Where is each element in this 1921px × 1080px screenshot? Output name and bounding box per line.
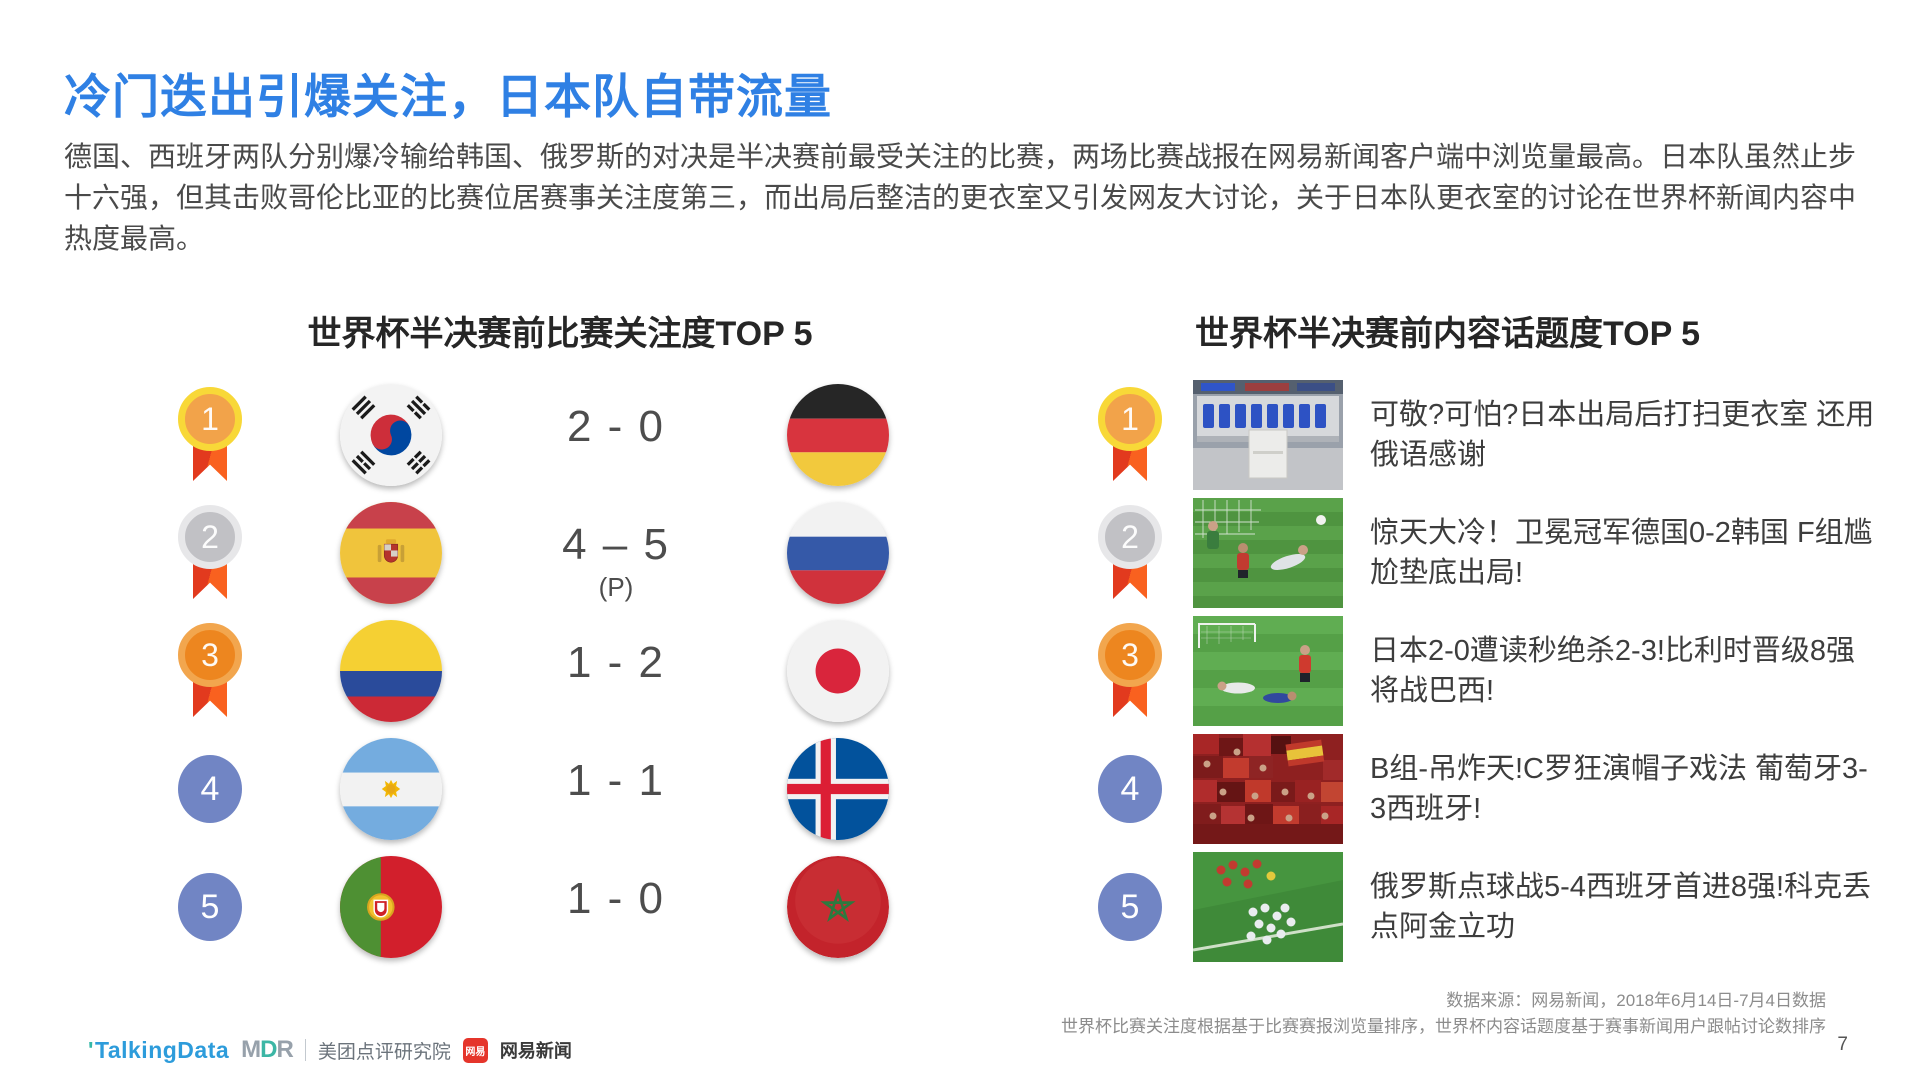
silver-medal-icon: 2 xyxy=(1098,505,1162,605)
flag-south-korea-icon xyxy=(340,384,442,486)
flag-germany-icon xyxy=(787,384,889,486)
rank-number: 2 xyxy=(201,518,219,555)
match-score: 2 - 0 xyxy=(566,402,666,451)
page-number: 7 xyxy=(1837,1034,1848,1055)
flag-japan-icon xyxy=(787,620,889,722)
content-topic-list: 1 可敬?可怕?日本出局后打扫更衣室 还用俄语感谢 2 xyxy=(1090,376,1890,966)
flag-argentina-icon xyxy=(340,738,442,840)
topic-row-5: 5 俄罗斯点球战5-4西班牙首进8强!科克丢点阿金立功 xyxy=(1090,848,1890,966)
bronze-medal-icon: 3 xyxy=(178,623,242,723)
score-note: (P) xyxy=(598,572,634,602)
rank-4-badge: 4 xyxy=(1098,755,1162,823)
netease-news-logo: 网易新闻 xyxy=(499,1041,572,1061)
rank-number: 3 xyxy=(1121,636,1139,673)
match-row-3: 3 1 - 2 xyxy=(150,612,950,730)
left-panel-header: 世界杯半决赛前比赛关注度TOP 5 xyxy=(307,315,813,353)
gold-medal-icon: 1 xyxy=(1098,387,1162,487)
match-score: 4 – 5 (P) xyxy=(516,520,716,603)
match-row-1: 1 2 - 0 xyxy=(150,376,950,494)
thumbnail-japan-belgium-image xyxy=(1193,616,1343,726)
right-panel-header: 世界杯半决赛前内容话题度TOP 5 xyxy=(1194,315,1701,353)
flag-russia-icon xyxy=(787,502,889,604)
rank-number: 1 xyxy=(1121,400,1139,437)
topic-row-3: 3 日本2-0遭读秒绝杀2-3!比利时晋级8强将战巴西! xyxy=(1090,612,1890,730)
gold-medal-icon: 1 xyxy=(178,387,242,487)
bronze-medal-icon: 3 xyxy=(1098,623,1162,723)
topic-row-1: 1 可敬?可怕?日本出局后打扫更衣室 还用俄语感谢 xyxy=(1090,376,1890,494)
match-row-4: 4 1 - 1 xyxy=(150,730,950,848)
talkingdata-tick-icon: ' xyxy=(88,1036,94,1063)
logo-divider xyxy=(304,1039,306,1061)
flag-morocco-icon xyxy=(787,856,889,958)
silver-medal-icon: 2 xyxy=(178,505,242,605)
match-score: 1 - 1 xyxy=(566,756,666,805)
rank-5-badge: 5 xyxy=(1098,873,1162,941)
rank-4-badge: 4 xyxy=(178,755,242,823)
netease-badge-icon: 网易 xyxy=(462,1037,488,1063)
source-line-2: 世界杯比赛关注度根据基于比赛赛报浏览量排序，世界杯内容话题度基于赛事新闻用户跟帖… xyxy=(1061,1017,1826,1036)
rank-number: 2 xyxy=(1121,518,1139,555)
flag-colombia-icon xyxy=(340,620,442,722)
rank-5-badge: 5 xyxy=(178,873,242,941)
match-score: 1 - 2 xyxy=(566,638,666,687)
rank-number: 3 xyxy=(201,636,219,673)
meituan-dianping-institute-logo: 美团点评研究院 xyxy=(317,1041,451,1063)
flag-iceland-icon xyxy=(787,738,889,840)
topic-headline: 惊天大冷！卫冕冠军德国0-2韩国 F组尴尬垫底出局! xyxy=(1370,517,1873,589)
topic-headline: B组-吊炸天!C罗狂演帽子戏法 葡萄牙3-3西班牙! xyxy=(1370,753,1868,825)
thumbnail-germany-korea-goal-image xyxy=(1193,498,1343,608)
topic-headline: 俄罗斯点球战5-4西班牙首进8强!科克丢点阿金立功 xyxy=(1370,871,1872,943)
topic-headline: 可敬?可怕?日本出局后打扫更衣室 还用俄语感谢 xyxy=(1370,399,1875,471)
data-source-note: 数据来源：网易新闻，2018年6月14日-7月4日数据 世界杯比赛关注度根据基于… xyxy=(1061,988,1826,1040)
topic-row-2: 2 惊天大冷！卫冕冠军德国0-2韩国 F组尴尬垫底出局! xyxy=(1090,494,1890,612)
page-title: 冷门迭出引爆关注，日本队自带流量 xyxy=(64,70,832,123)
match-row-5: 5 1 - 0 xyxy=(150,848,950,966)
rank-number: 1 xyxy=(201,400,219,437)
topic-headline: 日本2-0遭读秒绝杀2-3!比利时晋级8强将战巴西! xyxy=(1370,635,1856,707)
mdr-logo: MDR xyxy=(241,1036,294,1063)
thumbnail-locker-room-image xyxy=(1193,380,1343,490)
footer-logos: 'TalkingData MDR 美团点评研究院 网易 网易新闻 xyxy=(88,1036,572,1064)
talkingdata-logo: 'TalkingData xyxy=(88,1036,230,1063)
thumbnail-russia-celebration-image xyxy=(1193,852,1343,962)
flag-portugal-icon xyxy=(340,856,442,958)
match-attention-list: 1 2 - 0 xyxy=(150,376,950,966)
flag-spain-icon xyxy=(340,502,442,604)
thumbnail-fans-crowd-image xyxy=(1193,734,1343,844)
source-line-1: 数据来源：网易新闻，2018年6月14日-7月4日数据 xyxy=(1446,991,1826,1010)
topic-row-4: 4 B组-吊炸天!C罗狂演帽子戏法 葡萄牙3-3西班牙! xyxy=(1090,730,1890,848)
match-row-2: 2 4 – 5 (P) xyxy=(150,494,950,612)
match-score: 1 - 0 xyxy=(566,874,666,923)
summary-paragraph: 德国、西班牙两队分别爆冷输给韩国、俄罗斯的对决是半决赛前最受关注的比赛，两场比赛… xyxy=(64,141,1857,254)
